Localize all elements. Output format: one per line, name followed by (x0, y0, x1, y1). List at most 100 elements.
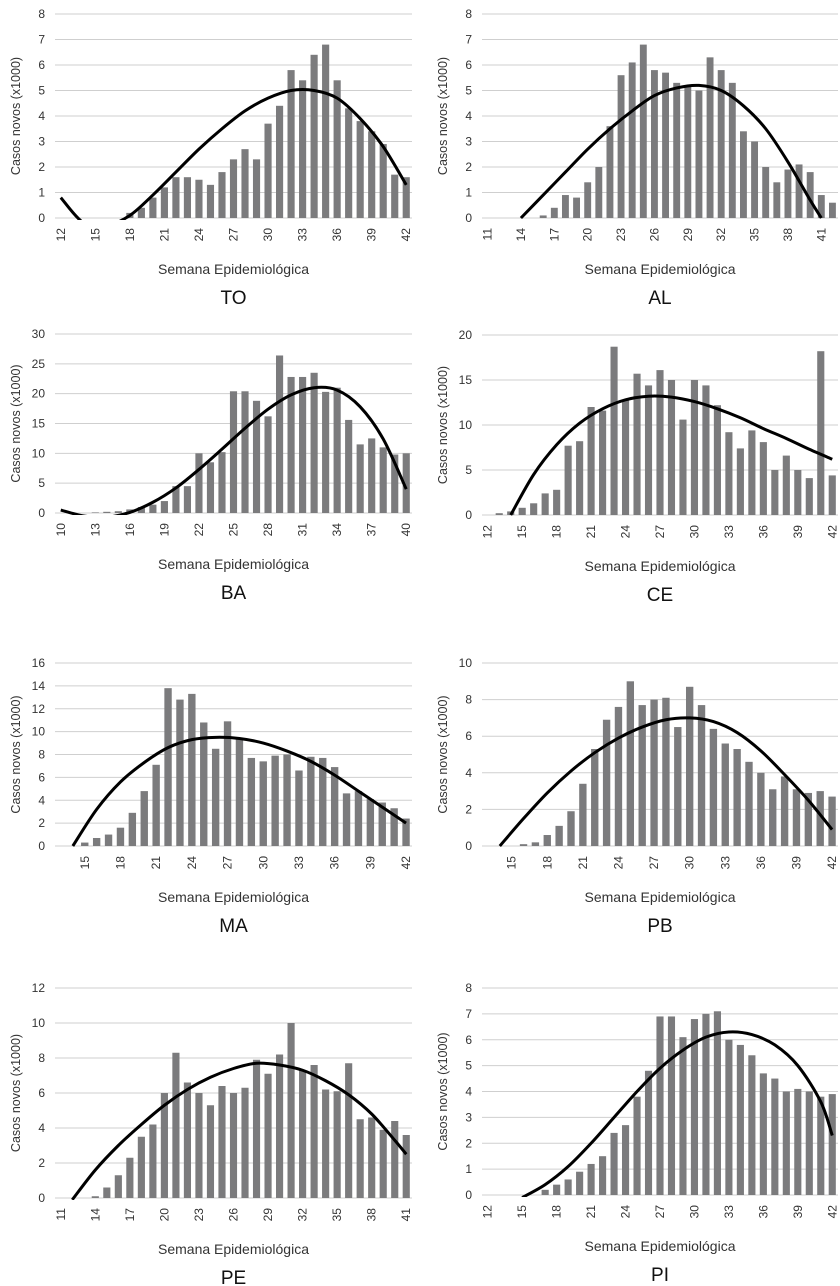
bar (149, 1124, 157, 1198)
x-axis-title: Semana Epidemiológica (585, 889, 736, 905)
y-tick-label: 15 (459, 373, 473, 387)
bar (333, 1091, 341, 1198)
bar (816, 791, 824, 846)
bar (736, 448, 744, 515)
bar (662, 697, 670, 846)
bar (103, 511, 111, 513)
bar (773, 182, 781, 218)
x-tick-label: 27 (653, 525, 667, 539)
bar (679, 419, 687, 515)
bar (275, 355, 284, 513)
bar (519, 844, 528, 846)
x-tick-label: 42 (825, 525, 839, 539)
bar (733, 749, 741, 846)
bar (354, 791, 363, 846)
y-tick-label: 25 (32, 357, 46, 371)
bar (356, 444, 364, 513)
y-tick-label: 10 (32, 446, 46, 460)
bar (241, 1087, 249, 1198)
x-tick-label: 25 (227, 523, 241, 537)
x-tick-label: 30 (687, 525, 701, 539)
bar (531, 842, 540, 846)
bar (241, 149, 249, 218)
x-tick-label: 15 (515, 1205, 529, 1219)
bar (264, 123, 272, 218)
y-tick-label: 0 (465, 211, 472, 225)
bar (706, 57, 714, 218)
x-tick-label: 15 (515, 525, 529, 539)
bar (218, 1086, 226, 1198)
y-tick-label: 0 (38, 839, 45, 853)
x-tick-label: 34 (330, 523, 344, 537)
panel-ce: 0 5 10 15 20 12 15 18 21 24 27 30 33 36 39 42 Semana Epi… (436, 328, 839, 606)
bar (379, 447, 387, 513)
bar (564, 1179, 572, 1195)
bar (195, 1093, 203, 1198)
x-tick-label: 24 (192, 228, 206, 242)
bar (599, 1156, 607, 1195)
bar (579, 783, 587, 846)
bar (149, 197, 157, 218)
x-tick-label: 11 (54, 1208, 68, 1221)
bar (639, 44, 647, 218)
bar (576, 1171, 584, 1195)
bar (137, 507, 145, 513)
bar (330, 767, 339, 846)
bar (626, 681, 635, 846)
bar (264, 416, 272, 513)
trend-line (509, 394, 833, 516)
x-tick-label: 21 (157, 228, 171, 242)
bar (287, 376, 295, 513)
bar (200, 722, 208, 846)
bar (160, 501, 168, 513)
bar (518, 507, 526, 515)
bar (805, 478, 813, 515)
bar (160, 187, 168, 218)
bar (223, 721, 232, 846)
bar (271, 755, 279, 846)
bar (345, 1063, 353, 1198)
bar (149, 504, 157, 513)
x-tick-label: 36 (754, 856, 768, 870)
y-tick-label: 5 (465, 1059, 472, 1073)
bar (721, 743, 729, 846)
bar (391, 454, 399, 513)
y-axis-title: Casos novos (x1000) (436, 695, 450, 813)
y-tick-label: 4 (38, 793, 45, 807)
trend-line (60, 385, 408, 515)
bar (674, 727, 682, 846)
y-tick-label: 8 (38, 748, 45, 762)
x-tick-label: 27 (653, 1205, 667, 1219)
bar (739, 131, 747, 218)
bar (644, 1070, 653, 1195)
bar (728, 82, 736, 218)
y-tick-label: 2 (38, 816, 45, 830)
bar (697, 705, 706, 846)
x-tick-label: 41 (399, 1208, 413, 1222)
bar (587, 1163, 595, 1195)
x-tick-label: 33 (722, 525, 736, 539)
bar (295, 770, 303, 846)
bar (391, 1121, 399, 1198)
bar (628, 62, 636, 219)
x-tick-label: 39 (791, 525, 805, 539)
y-tick-label: 2 (38, 160, 45, 174)
bar (206, 462, 215, 513)
bar (794, 1088, 802, 1195)
bar (539, 215, 547, 218)
bar (709, 728, 718, 846)
bar (183, 177, 192, 218)
bar (573, 197, 581, 218)
bar (402, 453, 410, 513)
bar (591, 749, 599, 846)
bar (667, 1016, 676, 1195)
trend-line (519, 83, 823, 220)
bar (333, 80, 341, 218)
bar (322, 1089, 330, 1198)
bar (606, 126, 614, 218)
bar (667, 380, 676, 515)
x-tick-label: 31 (296, 523, 310, 537)
x-axis-title: Semana Epidemiológica (158, 889, 309, 905)
bar (817, 351, 825, 515)
